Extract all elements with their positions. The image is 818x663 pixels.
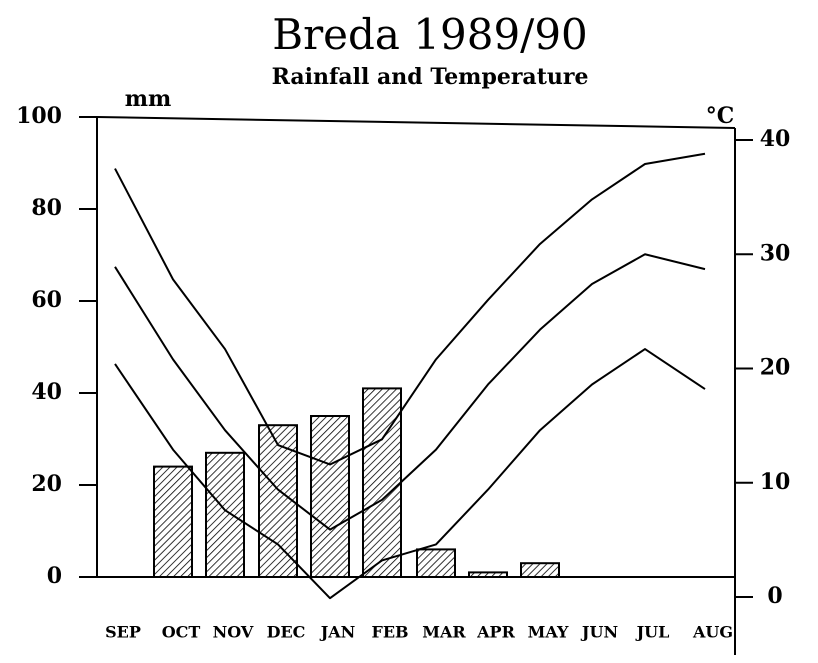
bar	[205, 451, 245, 578]
y-tick-label: 20	[31, 471, 62, 497]
bar	[362, 387, 402, 578]
chart-subtitle: Rainfall and Temperature	[272, 64, 589, 90]
x-tick-label: SEP	[105, 623, 141, 642]
y2-tick-label: 40	[760, 126, 791, 152]
x-tick-label: AUG	[692, 623, 733, 642]
x-tick-label: FEB	[371, 623, 408, 642]
y-tick-label: 0	[47, 563, 62, 589]
y-tick-label: 60	[31, 287, 62, 313]
y2-axis-label: °C	[706, 103, 735, 129]
y-axis-label: mm	[125, 86, 172, 112]
x-tick-label: MAY	[528, 623, 569, 642]
y2-tick-label: 10	[760, 469, 791, 495]
y-tick-label: 100	[16, 103, 62, 129]
chart-title: Breda 1989/90	[272, 10, 588, 59]
y2-tick-label: 30	[760, 240, 791, 266]
temperature-line	[114, 253, 706, 531]
y-tick-label: 80	[31, 195, 62, 221]
y2-tick-label: 20	[760, 355, 791, 381]
temperature-line	[114, 348, 706, 600]
y-tick-label: 40	[31, 379, 62, 405]
x-tick-label: DEC	[267, 623, 306, 642]
x-tick-label: JAN	[319, 623, 356, 642]
x-tick-label: APR	[476, 623, 515, 642]
bar	[416, 548, 456, 579]
bar	[520, 562, 560, 579]
bar	[310, 415, 350, 578]
bar	[258, 424, 298, 579]
y2-tick-label: 0	[767, 583, 782, 609]
x-tick-label: JUL	[635, 623, 670, 642]
x-tick-label: JUN	[580, 623, 618, 642]
x-tick-label: MAR	[422, 623, 466, 642]
temperature-line	[114, 152, 706, 466]
x-tick-label: OCT	[162, 623, 201, 642]
top-frame	[96, 116, 736, 129]
x-tick-label: NOV	[213, 623, 254, 642]
bar	[468, 571, 508, 579]
bar	[153, 465, 193, 579]
